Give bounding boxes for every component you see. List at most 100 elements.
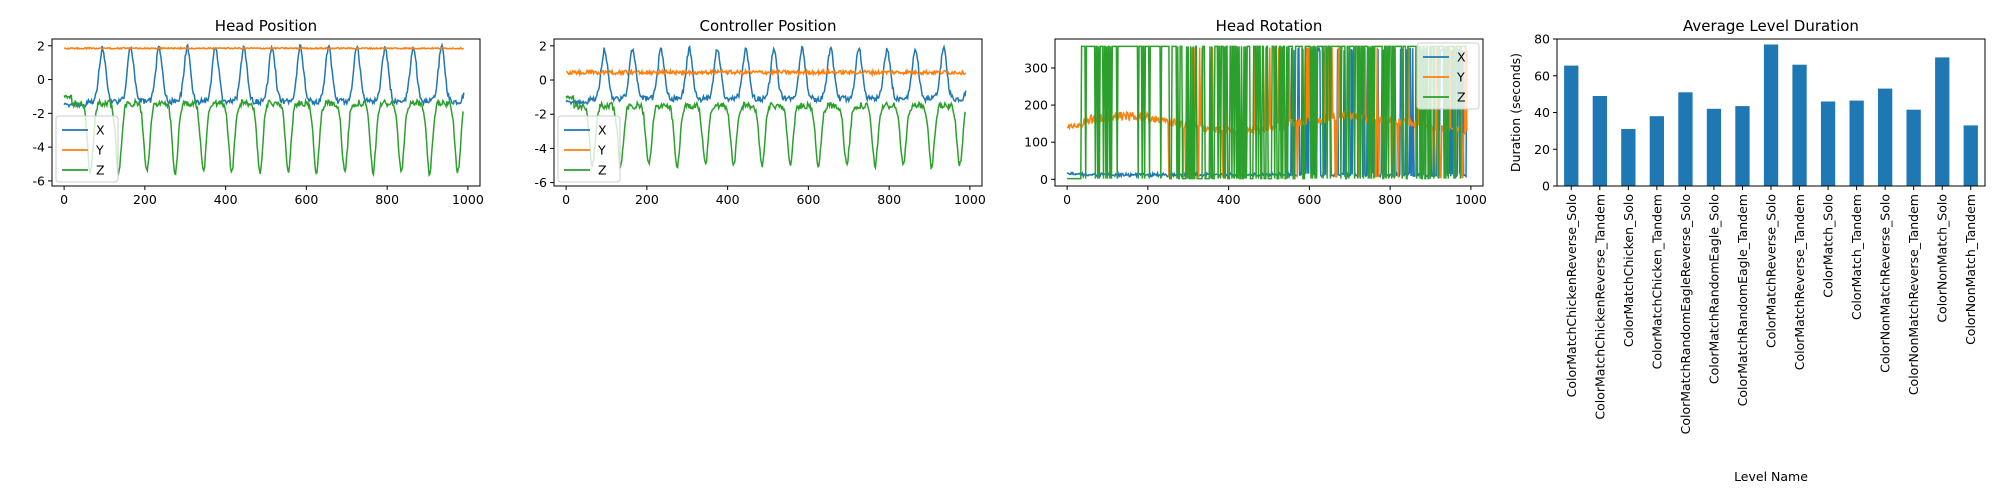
x-tick-label: 800 (375, 192, 399, 207)
line-chart-2: Controller Position 0 200 400 600 800 1000 2 0 -2… (535, 17, 986, 207)
x-tick-label: 800 (877, 192, 901, 207)
series-line-z (565, 95, 967, 171)
legend-label-x: X (96, 123, 105, 138)
y-tick-label: 100 (1024, 135, 1048, 150)
bar-4 (1649, 116, 1664, 186)
series-line-x (565, 44, 967, 107)
x-tick-label: 1000 (954, 192, 986, 207)
y-tick-label: -4 (535, 141, 548, 156)
bar-15 (1963, 125, 1978, 186)
bar-11 (1849, 100, 1864, 186)
x-tick-label: 400 (214, 192, 238, 207)
bar-chart: ColorMatchChickenReverse_Solo ColorMatchC… (1508, 17, 1986, 484)
legend: XYZ (557, 115, 621, 183)
series-line-z (1067, 45, 1467, 180)
legend-label-y: Y (95, 143, 104, 158)
x-tick-label: ColorMatchChickenReverse_Tandem (1592, 194, 1607, 420)
bar-9 (1792, 64, 1807, 186)
x-tick-label: ColorMatch_Solo (1821, 194, 1836, 298)
y-tick-label: -4 (33, 140, 46, 155)
bar-13 (1906, 109, 1921, 186)
legend-label-z: Z (1457, 90, 1466, 105)
x-tick-label: 200 (1136, 192, 1160, 207)
x-tick-label: ColorMatchRandomEagle_Tandem (1735, 194, 1750, 406)
plot-frame (553, 38, 983, 187)
x-tick-label: ColorNonMatch_Solo (1935, 194, 1950, 323)
x-tick-label: 0 (60, 192, 68, 207)
legend-box (1416, 42, 1480, 110)
x-tick-label: ColorMatchReverse_Tandem (1792, 194, 1807, 370)
line-chart-3: Head Rotation 0 200 400 600 800 1000 0 100 200 300… (1024, 17, 1487, 207)
y-tick-label: 2 (539, 38, 547, 53)
x-tick-label: ColorMatch_Tandem (1849, 194, 1864, 320)
legend: XYZ (1416, 42, 1480, 110)
x-tick-label: ColorMatchChickenReverse_Solo (1564, 194, 1579, 397)
plot-frame (1054, 38, 1484, 187)
legend-box (557, 115, 621, 183)
y-tick-label: 200 (1024, 98, 1048, 113)
x-tick-label: ColorMatchChicken_Tandem (1649, 194, 1664, 369)
y-tick-label: -2 (535, 107, 547, 122)
x-tick-label: 200 (133, 192, 157, 207)
plot-frame (51, 38, 481, 187)
x-tick-label: ColorNonMatch_Tandem (1963, 194, 1978, 345)
bar-14 (1935, 57, 1950, 187)
y-tick-label: 0 (1040, 172, 1048, 187)
x-tick-label: ColorMatchRandomEagle_Solo (1706, 194, 1721, 384)
y-tick-label: 0 (539, 73, 547, 88)
legend-label-z: Z (598, 163, 607, 178)
x-tick-label: 200 (635, 192, 659, 207)
y-tick-label: 0 (1542, 179, 1550, 194)
x-tick-label: 1000 (1455, 192, 1487, 207)
chart-title: Head Rotation (1216, 17, 1323, 35)
x-tick-label: ColorMatchChicken_Solo (1621, 194, 1636, 347)
x-tick-label: 600 (294, 192, 318, 207)
x-tick-label: ColorNonMatchReverse_Tandem (1906, 194, 1921, 395)
y-tick-label: 60 (1534, 68, 1550, 83)
series-line-x (63, 42, 465, 110)
legend-label-x: X (1457, 50, 1466, 65)
x-tick-label: ColorMatchRandomEagleReverse_Solo (1678, 194, 1693, 434)
legend-label-y: Y (597, 143, 606, 158)
series-line-y (1066, 46, 1468, 179)
y-tick-label: 0 (37, 72, 45, 87)
series-line-x (1066, 44, 1468, 180)
x-tick-label: ColorNonMatchReverse_Solo (1878, 194, 1893, 373)
bar-1 (1564, 65, 1579, 186)
y-axis-label: Duration (seconds) (1508, 53, 1523, 172)
x-tick-label: 400 (716, 192, 740, 207)
y-tick-label: -6 (535, 175, 548, 190)
y-tick-label: 40 (1534, 105, 1550, 120)
bar-5 (1678, 92, 1693, 186)
x-tick-label: 800 (1378, 192, 1402, 207)
y-tick-label: 300 (1024, 60, 1048, 75)
legend-label-x: X (598, 123, 607, 138)
bar-8 (1763, 44, 1779, 186)
legend-box (55, 115, 119, 183)
y-tick-label: -6 (33, 173, 46, 188)
x-tick-label: 0 (562, 192, 570, 207)
y-tick-label: 2 (37, 38, 45, 53)
legend-label-z: Z (96, 163, 105, 178)
series-line-y (565, 67, 967, 78)
x-axis-label: Level Name (1734, 469, 1808, 484)
chart-title: Controller Position (700, 17, 837, 35)
x-tick-label: 0 (1063, 192, 1071, 207)
bar-7 (1735, 106, 1750, 186)
chart-title: Average Level Duration (1683, 17, 1859, 35)
y-tick-label: -2 (33, 106, 45, 121)
bar-3 (1621, 129, 1636, 186)
x-tick-label: 600 (1297, 192, 1321, 207)
chart-title: Head Position (215, 17, 317, 35)
series-line-y (64, 46, 464, 51)
legend: XYZ (55, 115, 119, 183)
bar-6 (1706, 108, 1722, 186)
x-tick-label: ColorMatchReverse_Solo (1764, 194, 1779, 348)
x-tick-label: 600 (796, 192, 820, 207)
bar-2 (1592, 96, 1607, 186)
series-line-z (63, 94, 464, 178)
bar-10 (1820, 101, 1836, 186)
x-tick-label: 400 (1217, 192, 1241, 207)
legend-label-y: Y (1456, 70, 1465, 85)
